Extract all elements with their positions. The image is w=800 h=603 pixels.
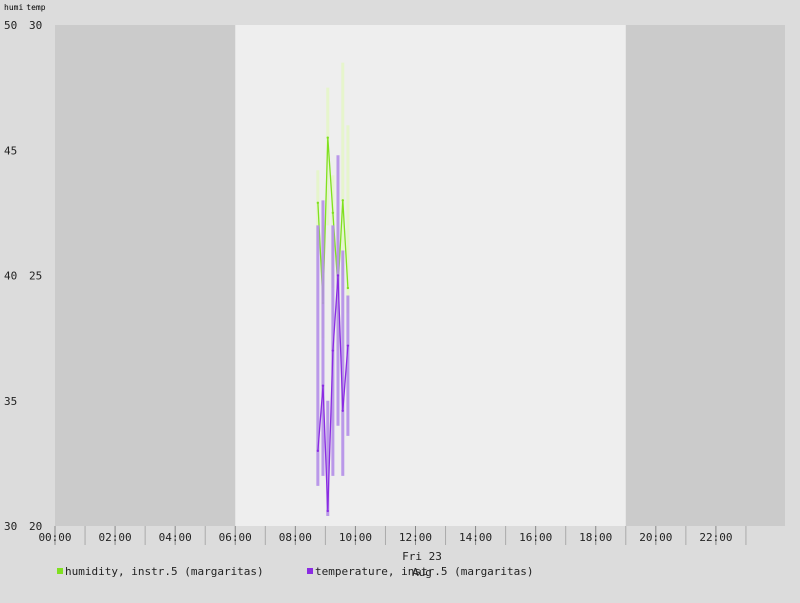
x-tick-label: 06:00 <box>219 531 252 544</box>
right-axis-unit: temp <box>26 3 46 12</box>
x-month-label: Aug <box>412 566 432 579</box>
x-tick-label: 00:00 <box>38 531 71 544</box>
night-shade-evening <box>625 25 785 526</box>
series-1-point <box>336 274 340 277</box>
legend-humidity-label: humidity, instr.5 (margaritas) <box>65 565 264 578</box>
series-0-point <box>346 286 350 290</box>
left-axis-unit: humi <box>4 3 24 12</box>
legend-temperature: temperature, instr.5 (margaritas) <box>307 565 534 578</box>
y-left-tick-label: 40 <box>4 270 17 283</box>
series-0-point <box>331 211 335 215</box>
y-right-tick-label: 30 <box>29 19 42 32</box>
x-tick-label: 02:00 <box>99 531 132 544</box>
y-left-tick-label: 35 <box>4 395 17 408</box>
x-date-label: Fri 23 <box>402 550 442 563</box>
x-tick-label: 08:00 <box>279 531 312 544</box>
axis-unit-labels: humi temp <box>4 3 49 12</box>
series-0-point <box>316 201 320 205</box>
legend-humidity-swatch <box>57 568 63 574</box>
series-1-point <box>331 349 335 352</box>
x-tick-label: 10:00 <box>339 531 372 544</box>
x-tick-label: 22:00 <box>699 531 732 544</box>
legend-humidity: humidity, instr.5 (margaritas) <box>57 565 264 578</box>
x-tick-label: 04:00 <box>159 531 192 544</box>
y-left-tick-label: 30 <box>4 520 17 533</box>
y-left-tick-label: 45 <box>4 144 17 157</box>
y-right-tick-label: 20 <box>29 520 42 533</box>
y-right-tick-label: 25 <box>29 270 42 283</box>
series-1-point <box>346 344 350 347</box>
night-shade-morning <box>55 25 236 526</box>
series-1-point <box>326 509 329 513</box>
x-tick-label: 14:00 <box>459 531 492 544</box>
legend-temperature-label: temperature, instr.5 (margaritas) <box>315 565 534 578</box>
y-left-tick-label: 50 <box>4 19 17 32</box>
series-1-point <box>341 409 344 412</box>
series-1-point <box>316 449 320 453</box>
x-tick-label: 20:00 <box>639 531 672 544</box>
series-0-point <box>341 199 344 202</box>
series-0-point <box>326 136 329 139</box>
x-tick-label: 12:00 <box>399 531 432 544</box>
x-tick-label: 18:00 <box>579 531 612 544</box>
x-tick-label: 16:00 <box>519 531 552 544</box>
series-1-point <box>321 384 325 387</box>
legend-temperature-swatch <box>307 568 313 574</box>
